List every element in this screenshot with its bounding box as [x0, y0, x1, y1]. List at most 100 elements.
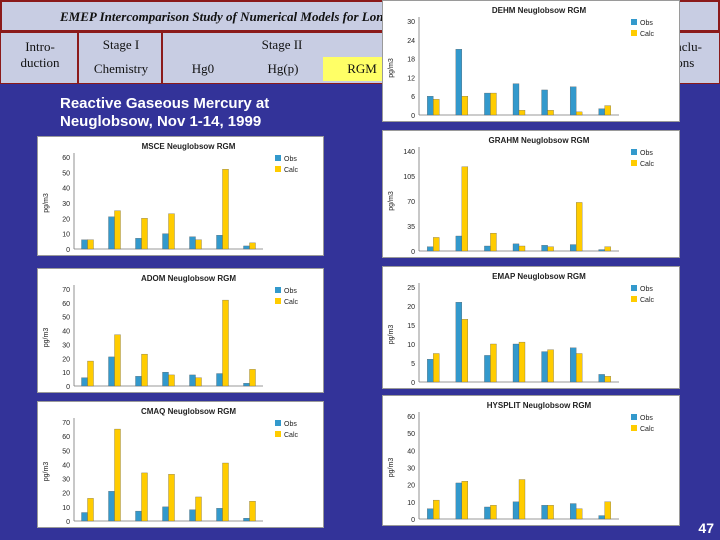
chart-title: EMAP Neuglobsow RGM: [492, 272, 586, 281]
calc-bar: [461, 96, 469, 116]
chart-title: GRAHM Neuglobsow RGM: [489, 136, 590, 145]
y-tick-label: 50: [62, 448, 70, 455]
nav-stage1[interactable]: Stage I Chemistry: [78, 32, 162, 84]
y-tick-label: 60: [62, 434, 70, 441]
obs-bar: [81, 377, 88, 387]
calc-bar: [461, 319, 469, 383]
nav-stage2[interactable]: Stage II Hg0 Hg(p) RGM: [162, 32, 401, 84]
y-tick-label: 10: [407, 500, 415, 507]
obs-bar: [162, 371, 169, 387]
calc-bar: [114, 334, 121, 387]
obs-bar: [512, 343, 520, 383]
calc-bar: [518, 245, 526, 252]
legend-swatch-calc: [631, 425, 637, 431]
obs-bar: [541, 505, 548, 520]
nav-hg0[interactable]: Hg0: [163, 61, 243, 77]
legend-label-calc: Calc: [640, 31, 655, 38]
obs-bar: [243, 518, 250, 522]
y-tick-label: 30: [62, 201, 70, 208]
y-tick-label: 60: [62, 301, 70, 308]
legend-label-calc: Calc: [284, 432, 299, 439]
legend-swatch-obs: [631, 414, 637, 420]
y-tick-label: 0: [66, 384, 70, 391]
calc-bar: [461, 481, 469, 520]
obs-bar: [216, 235, 223, 250]
calc-bar: [604, 105, 611, 116]
y-tick-label: 40: [407, 448, 415, 455]
legend-swatch-obs: [631, 149, 637, 155]
calc-bar: [195, 377, 202, 387]
obs-bar: [569, 347, 577, 383]
obs-bar: [484, 355, 491, 383]
calc-bar: [433, 353, 440, 383]
legend-swatch-calc: [631, 296, 637, 302]
calc-bar: [461, 166, 469, 252]
obs-bar: [512, 83, 520, 116]
calc-bar: [490, 343, 497, 383]
calc-bar: [195, 239, 202, 250]
y-tick-label: 18: [407, 57, 415, 64]
calc-bar: [547, 505, 554, 520]
legend-swatch-obs: [631, 285, 637, 291]
legend-label-obs: Obs: [284, 421, 297, 428]
y-axis-label: pg/m3: [43, 462, 50, 482]
y-tick-label: 0: [66, 247, 70, 254]
calc-bar: [141, 218, 148, 250]
calc-bar: [168, 474, 175, 522]
calc-bar: [518, 110, 526, 116]
y-tick-label: 25: [407, 285, 415, 292]
obs-bar: [484, 245, 491, 252]
calc-bar: [575, 202, 583, 252]
obs-bar: [484, 92, 491, 116]
legend-label-obs: Obs: [284, 156, 297, 163]
calc-bar: [547, 246, 554, 252]
chart-adom: ADOM Neuglobsow RGM 0 10 20 30 40 50 60 70 pg/m3 O…: [37, 268, 324, 393]
y-axis-label: pg/m3: [388, 191, 395, 211]
obs-bar: [243, 245, 250, 250]
nav-hgp[interactable]: Hg(p): [267, 61, 299, 76]
y-tick-label: 0: [411, 113, 415, 120]
legend-swatch-calc: [275, 431, 281, 437]
obs-bar: [135, 376, 142, 387]
obs-bar: [162, 233, 169, 250]
calc-bar: [114, 210, 121, 250]
y-tick-label: 70: [62, 287, 70, 294]
calc-bar: [87, 360, 94, 387]
legend-label-obs: Obs: [284, 288, 297, 295]
slide-title-line2: Neuglobsow, Nov 1-14, 1999: [60, 113, 262, 130]
page-number: 47: [698, 520, 714, 536]
nav-chemistry[interactable]: Chemistry: [93, 61, 149, 76]
chart-title: HYSPLIT Neuglobsow RGM: [487, 401, 592, 410]
calc-bar: [490, 92, 497, 116]
legend-swatch-calc: [275, 298, 281, 304]
y-axis-label: pg/m3: [388, 325, 395, 345]
calc-bar: [222, 299, 229, 387]
obs-bar: [108, 491, 115, 522]
obs-bar: [427, 359, 434, 383]
y-axis-label: pg/m3: [43, 328, 50, 348]
y-tick-label: 10: [62, 505, 70, 512]
obs-bar: [569, 244, 577, 252]
calc-bar: [433, 99, 440, 116]
obs-bar: [512, 501, 520, 520]
y-tick-label: 0: [411, 249, 415, 256]
calc-bar: [490, 505, 497, 520]
nav-intro[interactable]: Intro- duction: [0, 32, 78, 84]
y-tick-label: 20: [62, 356, 70, 363]
legend-swatch-obs: [275, 155, 281, 161]
calc-bar: [114, 428, 121, 522]
y-tick-label: 40: [62, 462, 70, 469]
chart-title: CMAQ Neuglobsow RGM: [141, 407, 236, 416]
calc-bar: [168, 374, 175, 387]
legend-label-calc: Calc: [284, 299, 299, 306]
calc-bar: [518, 479, 526, 520]
obs-bar: [81, 512, 88, 522]
y-tick-label: 6: [411, 94, 415, 101]
calc-bar: [141, 353, 148, 387]
legend-swatch-calc: [275, 166, 281, 172]
obs-bar: [512, 243, 520, 252]
legend-swatch-calc: [631, 30, 637, 36]
calc-bar: [433, 499, 440, 520]
legend-label-obs: Obs: [640, 415, 653, 422]
calc-bar: [575, 508, 583, 520]
